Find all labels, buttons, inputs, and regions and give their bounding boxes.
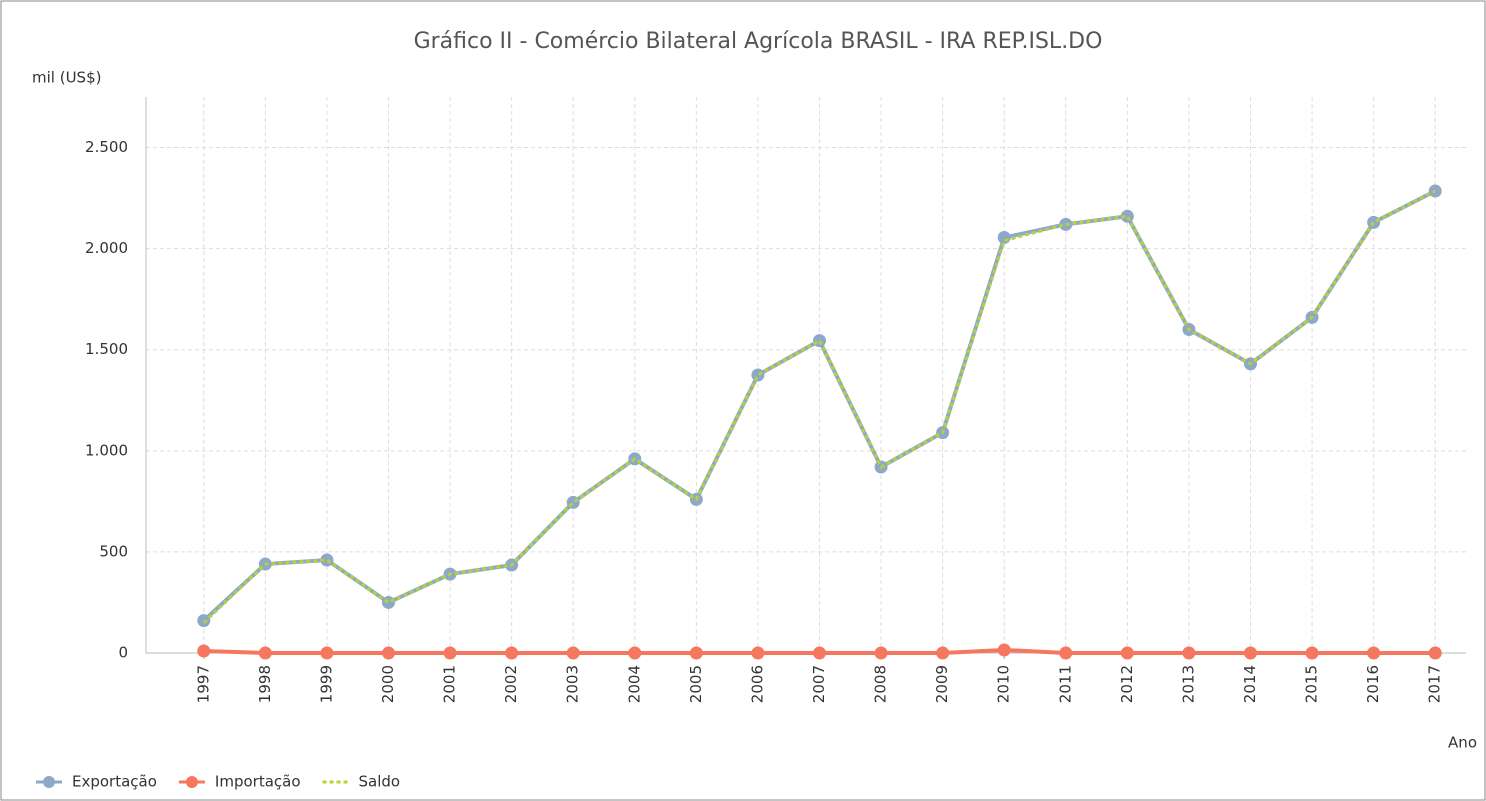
point [505,646,519,660]
x-tick-label: 2001 [441,665,459,703]
point [382,646,395,660]
chart-title: Gráfico II - Comércio Bilateral Agrícola… [414,29,1103,54]
point [566,495,580,509]
point [1120,646,1134,660]
x-tick-label: 2007 [810,665,828,703]
x-tick-label: 1997 [194,665,212,703]
x-tick-label: 2011 [1056,665,1074,703]
point [1428,646,1442,660]
point [628,646,642,660]
point [689,646,703,660]
legend-label: Importação [215,773,301,791]
legend-label: Exportação [72,773,157,791]
point [1244,646,1257,660]
point [751,368,765,382]
legend-marker [43,776,55,788]
x-tick-label: 2009 [933,665,951,703]
point [258,646,272,660]
series-line [202,189,1436,624]
y-tick-label: 0 [118,644,128,662]
x-tick-label: 1999 [317,665,335,703]
point [997,643,1011,657]
x-tick-label: 2012 [1118,665,1136,703]
point [813,646,826,660]
y-tick-label: 1.500 [85,340,128,358]
point [751,646,765,660]
point [320,646,334,660]
y-tick-label: 2.000 [85,239,128,257]
x-tick-label: 2008 [872,665,890,703]
x-tick-label: 2005 [687,665,705,703]
x-tick-label: 2004 [625,665,643,703]
point [1367,646,1381,660]
legend-marker [185,776,198,788]
point [997,231,1011,245]
point [936,646,950,660]
point [813,334,826,348]
point [382,595,395,609]
x-tick-label: 2015 [1303,665,1321,703]
point [320,553,334,567]
x-axis-label: Ano [1448,734,1477,752]
y-tick-label: 1.000 [85,441,128,459]
x-tick-label: 2010 [995,665,1013,703]
x-tick-label: 2000 [379,665,397,703]
point [1182,646,1196,660]
x-tick-label: 2006 [748,665,766,703]
point [443,646,457,660]
x-tick-label: 2002 [502,665,520,703]
point [1305,646,1319,660]
point [1059,646,1073,660]
point [566,646,580,660]
x-tick-label: 2003 [564,665,582,703]
x-tick-label: 2014 [1241,665,1259,703]
x-tick-label: 2016 [1364,665,1382,703]
x-tick-label: 1998 [256,665,274,703]
x-tick-label: 2017 [1426,665,1444,703]
y-axis-label: mil (US$) [32,69,101,87]
point [197,644,211,658]
x-tick-label: 2013 [1179,665,1197,703]
y-tick-label: 500 [99,542,128,560]
legend-label: Saldo [359,773,401,791]
y-tick-label: 2.500 [85,138,128,156]
point [874,646,888,660]
point [1367,215,1381,229]
